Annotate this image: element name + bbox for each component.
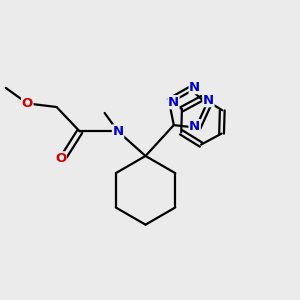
Text: N: N	[189, 120, 200, 133]
Text: N: N	[168, 96, 179, 109]
Text: O: O	[22, 97, 33, 110]
Text: O: O	[55, 152, 66, 165]
Text: N: N	[203, 94, 214, 106]
Text: N: N	[189, 81, 200, 94]
Text: N: N	[112, 125, 124, 138]
